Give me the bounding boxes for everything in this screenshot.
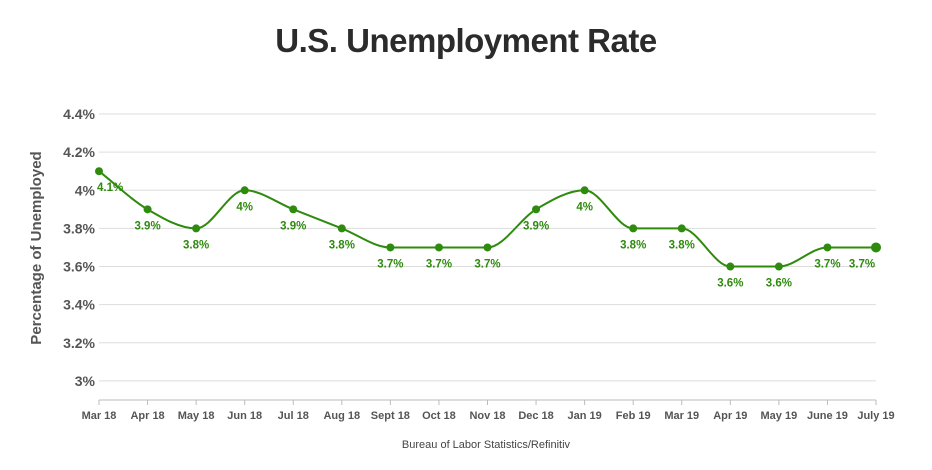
data-label: 3.7%	[474, 258, 500, 270]
y-axis-title: Percentage of Unemployed	[28, 151, 45, 344]
y-tick-label: 4.4%	[63, 106, 95, 122]
data-label: 3.7%	[377, 258, 403, 270]
data-label: 3.8%	[329, 239, 355, 251]
data-point	[823, 243, 832, 252]
x-tick-label: July 19	[857, 410, 894, 422]
data-points	[95, 167, 881, 271]
x-tick-label: Jan 19	[568, 410, 602, 422]
data-label: 3.7%	[849, 258, 875, 270]
data-point	[143, 205, 152, 214]
data-label: 3.6%	[717, 278, 743, 290]
y-tick-label: 4.2%	[63, 144, 95, 160]
data-label: 3.7%	[426, 258, 452, 270]
data-label: 3.8%	[183, 239, 209, 251]
x-tick-label: Aug 18	[323, 410, 360, 422]
data-point	[337, 224, 346, 233]
x-tick-label: Feb 19	[616, 410, 651, 422]
data-point	[95, 167, 103, 176]
data-labels: 4.1% 3.9% 3.8% 4% 3.9% 3.8% 3.7% 3.7% 3.7% 3.9% 4%…	[97, 182, 875, 289]
series-line	[98, 170, 876, 268]
x-tick-label: June 19	[807, 410, 848, 422]
data-point	[726, 262, 735, 271]
data-point	[289, 205, 298, 214]
data-label: 4%	[576, 201, 593, 213]
x-tick-label: Apr 19	[713, 410, 747, 422]
x-tick-label: Mar 19	[664, 410, 699, 422]
data-point	[677, 224, 686, 233]
data-label: 4%	[236, 201, 253, 213]
y-axis-title-group: Percentage of Unemployed	[28, 151, 45, 344]
y-tick-label: 3.8%	[63, 220, 95, 236]
x-tick-label: Sept 18	[371, 410, 410, 422]
y-tick-label: 3.6%	[63, 259, 95, 275]
data-point	[240, 186, 249, 195]
data-point	[192, 224, 201, 233]
data-point	[871, 242, 881, 253]
series-line-group	[98, 170, 876, 268]
data-label: 3.8%	[669, 239, 695, 251]
chart-title: U.S. Unemployment Rate	[275, 22, 657, 59]
y-tick-label: 4%	[75, 182, 96, 198]
x-tick-label: Jun 18	[227, 410, 262, 422]
data-point	[434, 243, 443, 252]
data-label: 3.9%	[134, 220, 160, 232]
data-point	[774, 262, 783, 271]
data-point	[532, 205, 541, 214]
y-axis-ticks: 3% 3.2% 3.4% 3.6% 3.8% 4% 4.2% 4.4%	[63, 106, 95, 389]
grid-lines	[99, 113, 876, 401]
x-tick-label: Dec 18	[518, 410, 553, 422]
x-tick-label: Apr 18	[130, 410, 164, 422]
data-point	[483, 243, 492, 252]
data-label: 4.1%	[97, 182, 123, 194]
x-tick-label: Oct 18	[422, 410, 456, 422]
x-axis-ticks: Mar 18 Apr 18 May 18 Jun 18 Jul 18 Aug 18 Sept…	[82, 400, 895, 422]
data-point	[629, 224, 638, 233]
data-point	[580, 186, 589, 195]
y-tick-label: 3.4%	[63, 297, 95, 313]
data-label: 3.9%	[280, 220, 306, 232]
x-tick-label: Jul 18	[278, 410, 309, 422]
x-tick-label: Mar 18	[82, 410, 117, 422]
y-tick-label: 3.2%	[63, 335, 95, 351]
data-label: 3.8%	[620, 239, 646, 251]
data-label: 3.9%	[523, 220, 549, 232]
data-label: 3.7%	[814, 258, 840, 270]
data-label: 3.6%	[766, 278, 792, 290]
y-tick-label: 3%	[75, 373, 96, 389]
data-point	[386, 243, 395, 252]
source-note: Bureau of Labor Statistics/Refinitiv	[402, 439, 571, 451]
x-tick-label: Nov 18	[469, 410, 505, 422]
x-tick-label: May 18	[178, 410, 215, 422]
x-tick-label: May 19	[761, 410, 798, 422]
